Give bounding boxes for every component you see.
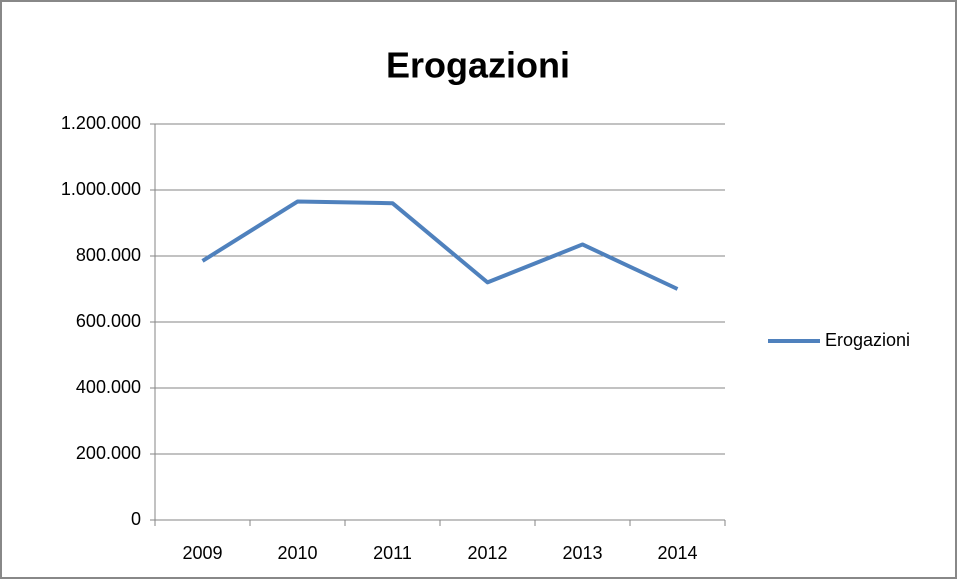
x-tick-label: 2011 — [373, 543, 412, 563]
y-tick-label: 800.000 — [76, 245, 141, 265]
y-tick-label: 0 — [131, 509, 141, 529]
y-tick-label: 600.000 — [76, 311, 141, 331]
legend-label: Erogazioni — [825, 330, 910, 350]
x-tick-label: 2013 — [562, 543, 602, 563]
y-tick-label: 200.000 — [76, 443, 141, 463]
chart-title: Erogazioni — [386, 45, 570, 86]
x-tick-label: 2009 — [182, 543, 222, 563]
x-tick-label: 2012 — [467, 543, 507, 563]
y-tick-label: 1.200.000 — [61, 113, 141, 133]
y-tick-label: 400.000 — [76, 377, 141, 397]
y-tick-label: 1.000.000 — [61, 179, 141, 199]
x-tick-label: 2014 — [657, 543, 697, 563]
data-line — [201, 199, 679, 291]
x-tick-label: 2010 — [277, 543, 317, 563]
